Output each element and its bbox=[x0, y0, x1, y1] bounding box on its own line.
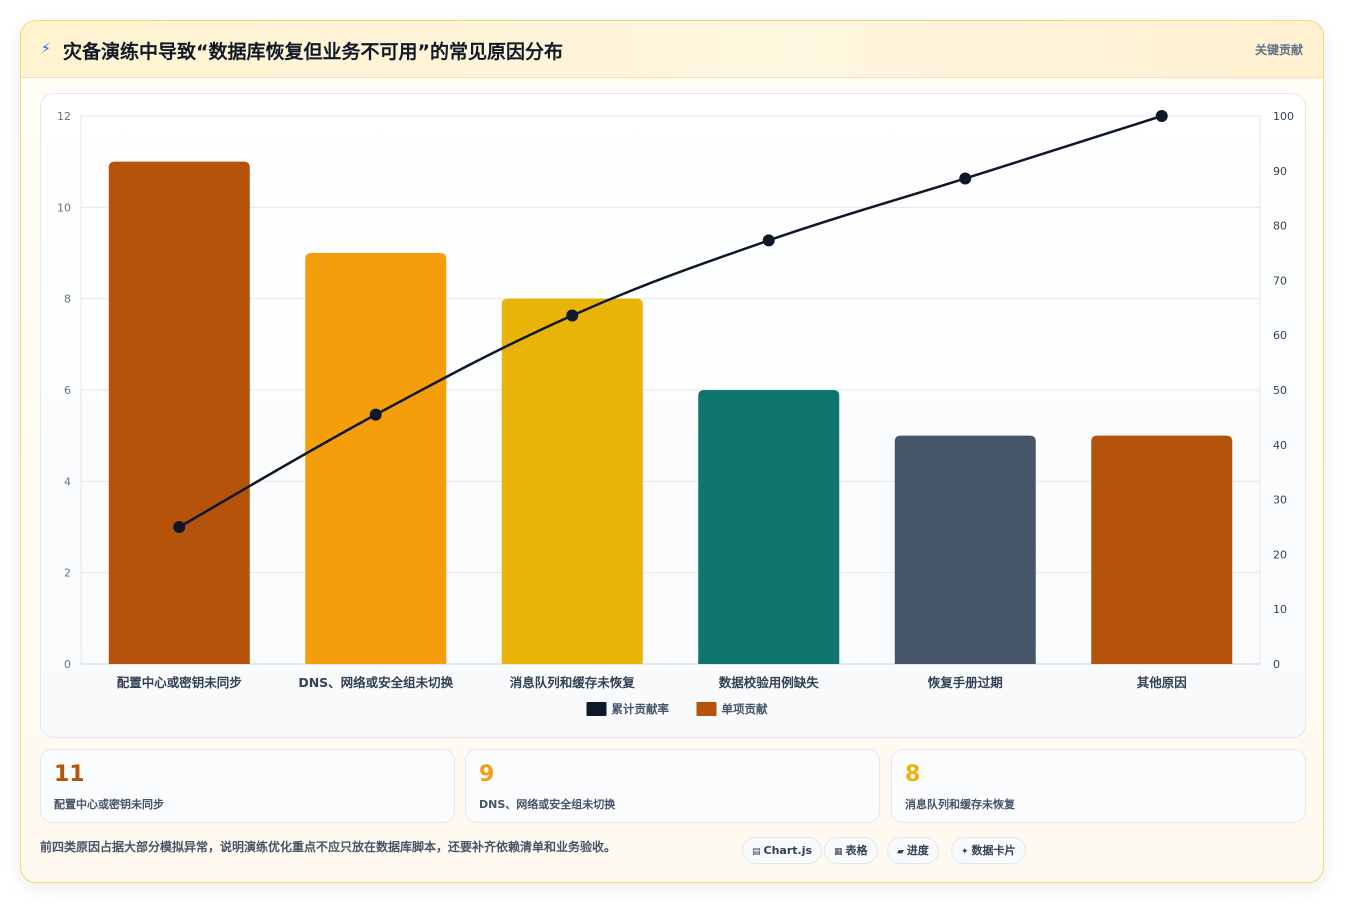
stat-label: DNS、网络或安全组未切换 bbox=[479, 798, 616, 811]
cumulative-line bbox=[178, 114, 1163, 529]
x-tick-label: 消息队列和缓存未恢复 bbox=[510, 675, 636, 690]
pareto-chart: 0 2 4 6 8 10 12 0 10 20 30 40 50 60 70 80 90 100 配置中心或密钥未同… bbox=[57, 110, 1294, 716]
y-left-tick-label: 10 bbox=[57, 201, 71, 214]
y-left-tick-label: 12 bbox=[57, 110, 71, 123]
chart-panel: 0 2 4 6 8 10 12 0 10 20 30 40 50 60 70 80 90 100 配置中心或密钥未同… bbox=[40, 93, 1306, 738]
y-left-tick-label: 2 bbox=[64, 567, 71, 580]
y-right-tick-label: 70 bbox=[1273, 274, 1287, 287]
stat-card: 8 消息队列和缓存未恢复 bbox=[891, 749, 1306, 823]
bar bbox=[305, 253, 447, 664]
stat-value: 8 bbox=[905, 762, 921, 787]
card-icon: ✦ bbox=[961, 847, 969, 857]
footnote: 前四类原因占据大部分模拟异常，说明演练优化重点不应只放在数据库脚本，还要补齐依赖… bbox=[40, 840, 617, 854]
progress-icon: ▰ bbox=[897, 847, 904, 857]
x-tick-label: DNS、网络或安全组未切换 bbox=[298, 675, 453, 690]
cumulative-point bbox=[959, 172, 972, 185]
report-card: ⚡ 灾备演练中导致“数据库恢复但业务不可用”的常见原因分布 关键贡献 0 2 4 6 8… bbox=[20, 20, 1324, 883]
chip-label: Chart.js bbox=[763, 844, 813, 857]
bar bbox=[894, 435, 1036, 664]
table-icon: ▦ bbox=[834, 847, 843, 857]
x-tick-label: 恢复手册过期 bbox=[928, 675, 1003, 690]
y-right-tick-label: 20 bbox=[1273, 548, 1287, 561]
y-left-tick-label: 8 bbox=[64, 293, 71, 306]
stat-label: 消息队列和缓存未恢复 bbox=[905, 798, 1015, 811]
legend-swatch bbox=[586, 702, 607, 716]
stat-card: 9 DNS、网络或安全组未切换 bbox=[465, 749, 880, 823]
chip-table[interactable]: ▦ 表格 bbox=[824, 837, 878, 864]
chip-label: 进度 bbox=[906, 844, 929, 857]
cumulative-point bbox=[369, 408, 382, 421]
bar bbox=[1091, 435, 1233, 664]
chart-icon: ▤ bbox=[752, 847, 761, 857]
stat-label: 配置中心或密钥未同步 bbox=[54, 798, 164, 811]
card-header: ⚡ 灾备演练中导致“数据库恢复但业务不可用”的常见原因分布 关键贡献 bbox=[21, 21, 1323, 78]
x-tick-label: 数据校验用例缺失 bbox=[718, 675, 820, 690]
chip-progress[interactable]: ▰ 进度 bbox=[887, 837, 939, 864]
x-tick-label: 其他原因 bbox=[1137, 675, 1187, 690]
stat-value: 11 bbox=[54, 762, 85, 787]
y-right-tick-label: 60 bbox=[1273, 329, 1287, 342]
lightning-icon: ⚡ bbox=[41, 41, 51, 57]
chip-datacard[interactable]: ✦ 数据卡片 bbox=[951, 837, 1026, 864]
y-right-tick-label: 10 bbox=[1273, 603, 1287, 616]
header-tag: 关键贡献 bbox=[1254, 43, 1303, 57]
cumulative-point bbox=[173, 521, 186, 533]
cumulative-point bbox=[762, 234, 775, 247]
legend-label: 单项贡献 bbox=[722, 702, 768, 716]
chip-label: 表格 bbox=[845, 844, 868, 857]
y-right-tick-label: 80 bbox=[1273, 220, 1287, 233]
y-left-tick-label: 4 bbox=[64, 475, 71, 488]
x-tick-label: 配置中心或密钥未同步 bbox=[117, 675, 242, 690]
chip-label: 数据卡片 bbox=[971, 844, 1016, 857]
stat-value: 9 bbox=[479, 762, 495, 787]
legend-label: 累计贡献率 bbox=[612, 702, 670, 716]
stat-cards: 11 配置中心或密钥未同步 9 DNS、网络或安全组未切换 8 消息队列和缓存未… bbox=[40, 749, 1306, 823]
stat-card: 11 配置中心或密钥未同步 bbox=[40, 749, 455, 823]
y-left-tick-label: 6 bbox=[64, 384, 71, 397]
y-right-tick-label: 0 bbox=[1273, 658, 1280, 671]
cumulative-point bbox=[566, 309, 579, 322]
cumulative-point bbox=[1155, 110, 1168, 122]
y-right-tick-label: 50 bbox=[1273, 384, 1287, 397]
y-right-tick-label: 100 bbox=[1273, 110, 1294, 123]
y-right-tick-label: 90 bbox=[1273, 165, 1287, 178]
bar bbox=[501, 298, 643, 664]
legend-swatch bbox=[696, 702, 717, 716]
y-left-tick-label: 0 bbox=[64, 658, 71, 671]
y-right-tick-label: 30 bbox=[1273, 494, 1287, 507]
chip-chartjs[interactable]: ▤ Chart.js bbox=[742, 837, 823, 864]
bar bbox=[108, 161, 250, 664]
chart-title: 灾备演练中导致“数据库恢复但业务不可用”的常见原因分布 bbox=[63, 41, 563, 63]
y-right-tick-label: 40 bbox=[1273, 439, 1287, 452]
bar bbox=[698, 390, 840, 664]
